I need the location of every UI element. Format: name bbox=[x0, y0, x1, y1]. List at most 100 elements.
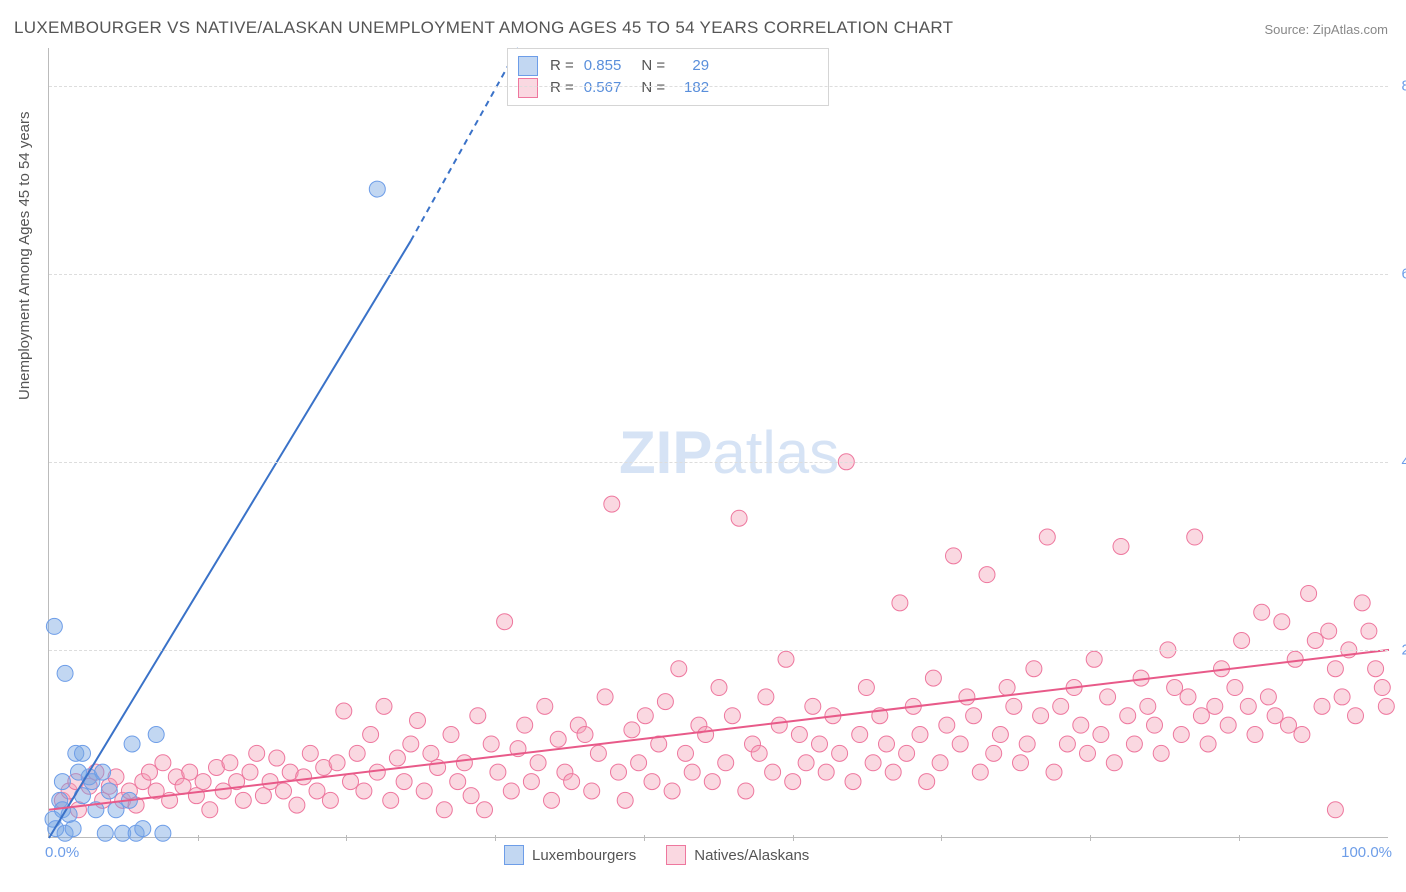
data-point bbox=[1153, 745, 1169, 761]
data-point bbox=[550, 731, 566, 747]
data-point bbox=[1106, 755, 1122, 771]
data-point bbox=[1080, 745, 1096, 761]
data-point bbox=[296, 769, 312, 785]
data-point bbox=[215, 783, 231, 799]
data-point bbox=[523, 774, 539, 790]
data-point bbox=[624, 722, 640, 738]
data-point bbox=[1321, 623, 1337, 639]
data-point bbox=[477, 802, 493, 818]
legend-item: Natives/Alaskans bbox=[666, 845, 809, 865]
data-point bbox=[858, 680, 874, 696]
data-point bbox=[1039, 529, 1055, 545]
plot-svg bbox=[49, 48, 1388, 837]
data-point bbox=[403, 736, 419, 752]
data-point bbox=[892, 595, 908, 611]
data-point bbox=[845, 774, 861, 790]
data-point bbox=[1247, 727, 1263, 743]
data-point bbox=[276, 783, 292, 799]
data-point bbox=[182, 764, 198, 780]
data-point bbox=[135, 821, 151, 837]
data-point bbox=[148, 727, 164, 743]
data-point bbox=[97, 825, 113, 841]
data-point bbox=[517, 717, 533, 733]
data-point bbox=[611, 764, 627, 780]
data-point bbox=[617, 792, 633, 808]
data-point bbox=[75, 745, 91, 761]
data-point bbox=[765, 764, 781, 780]
legend-series: Luxembourgers Natives/Alaskans bbox=[504, 845, 809, 865]
data-point bbox=[584, 783, 600, 799]
data-point bbox=[463, 788, 479, 804]
data-point bbox=[289, 797, 305, 813]
data-point bbox=[1307, 633, 1323, 649]
legend-stat-row: R =0.567N =182 bbox=[518, 77, 818, 99]
legend-stat-row: R =0.855N =29 bbox=[518, 55, 818, 77]
legend-n-label: N = bbox=[641, 55, 665, 77]
data-point bbox=[255, 788, 271, 804]
data-point bbox=[1301, 585, 1317, 601]
data-point bbox=[778, 651, 794, 667]
data-point bbox=[899, 745, 915, 761]
data-point bbox=[999, 680, 1015, 696]
data-point bbox=[1220, 717, 1236, 733]
data-point bbox=[57, 665, 73, 681]
data-point bbox=[343, 774, 359, 790]
data-point bbox=[865, 755, 881, 771]
data-point bbox=[812, 736, 828, 752]
y-tick-label: 20.0% bbox=[1401, 641, 1406, 658]
y-tick-label: 60.0% bbox=[1401, 265, 1406, 282]
legend-swatch bbox=[518, 56, 538, 76]
legend-item: Luxembourgers bbox=[504, 845, 636, 865]
data-point bbox=[242, 764, 258, 780]
data-point bbox=[1354, 595, 1370, 611]
legend-r-label: R = bbox=[550, 77, 574, 99]
x-tick-mark bbox=[941, 835, 942, 841]
data-point bbox=[423, 745, 439, 761]
data-point bbox=[1180, 689, 1196, 705]
data-point bbox=[758, 689, 774, 705]
data-point bbox=[731, 510, 747, 526]
data-point bbox=[54, 774, 70, 790]
data-point bbox=[336, 703, 352, 719]
data-point bbox=[631, 755, 647, 771]
data-point bbox=[396, 774, 412, 790]
grid-line bbox=[49, 462, 1388, 463]
data-point bbox=[939, 717, 955, 733]
data-point bbox=[1260, 689, 1276, 705]
data-point bbox=[503, 783, 519, 799]
chart-title: LUXEMBOURGER VS NATIVE/ALASKAN UNEMPLOYM… bbox=[14, 18, 953, 38]
data-point bbox=[1374, 680, 1390, 696]
data-point bbox=[1173, 727, 1189, 743]
data-point bbox=[1059, 736, 1075, 752]
data-point bbox=[1378, 698, 1394, 714]
data-point bbox=[1327, 661, 1343, 677]
data-point bbox=[637, 708, 653, 724]
data-point bbox=[322, 792, 338, 808]
data-point bbox=[376, 698, 392, 714]
data-point bbox=[791, 727, 807, 743]
data-point bbox=[657, 694, 673, 710]
data-point bbox=[1140, 698, 1156, 714]
data-point bbox=[1100, 689, 1116, 705]
data-point bbox=[1254, 604, 1270, 620]
data-point bbox=[530, 755, 546, 771]
data-point bbox=[1193, 708, 1209, 724]
data-point bbox=[1073, 717, 1089, 733]
data-point bbox=[1368, 661, 1384, 677]
data-point bbox=[590, 745, 606, 761]
data-point bbox=[738, 783, 754, 799]
grid-line bbox=[49, 650, 1388, 651]
data-point bbox=[684, 764, 700, 780]
data-point bbox=[1227, 680, 1243, 696]
data-point bbox=[704, 774, 720, 790]
data-point bbox=[443, 727, 459, 743]
data-point bbox=[1033, 708, 1049, 724]
x-tick-first: 0.0% bbox=[45, 844, 79, 861]
data-point bbox=[450, 774, 466, 790]
data-point bbox=[959, 689, 975, 705]
plot-area: ZIPatlas R =0.855N =29R =0.567N =182 Lux… bbox=[48, 48, 1388, 838]
data-point bbox=[1126, 736, 1142, 752]
data-point bbox=[1200, 736, 1216, 752]
data-point bbox=[70, 764, 86, 780]
data-point bbox=[644, 774, 660, 790]
